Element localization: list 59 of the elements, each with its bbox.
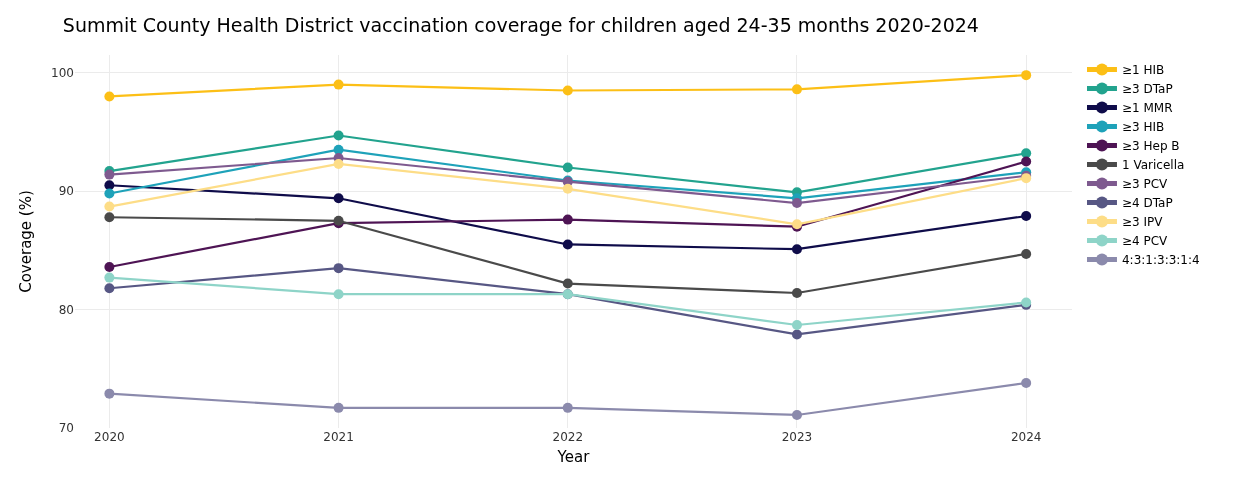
x-axis-title: Year [556, 448, 591, 466]
x-tick-label: 2024 [1010, 430, 1042, 444]
point [1021, 70, 1032, 81]
point [791, 198, 802, 209]
y-tick-label: 100 [51, 65, 74, 80]
point [1021, 156, 1032, 167]
point [562, 162, 573, 173]
point [104, 188, 115, 199]
point [562, 239, 573, 250]
legend-label: ≥3 Hep B [1121, 139, 1180, 154]
point [333, 289, 344, 300]
point [1021, 248, 1032, 259]
point [1021, 378, 1032, 388]
point [104, 283, 115, 294]
point [104, 212, 115, 223]
x-tick-label: 2020 [94, 430, 125, 444]
point [104, 180, 115, 191]
point [333, 79, 344, 90]
point [562, 214, 573, 225]
legend-label: ≥4 DTaP [1121, 196, 1173, 211]
legend-label: ≥3 HIB [1121, 120, 1165, 135]
y-tick-label: 70 [58, 421, 74, 436]
point [104, 201, 115, 212]
legend-label: 4:3:1:3:3:1:4 [1121, 253, 1200, 268]
point [104, 261, 115, 272]
point [104, 272, 115, 283]
point [333, 130, 344, 141]
point [333, 402, 344, 413]
chart-title: Summit County Health District vaccination coverage for children aged 24-35 months 2020-2024 [62, 14, 979, 37]
point [562, 183, 573, 194]
y-tick-label: 90 [58, 184, 74, 199]
legend-label: ≥1 HIB [1121, 63, 1165, 78]
legend-label: 1 Varicella [1121, 158, 1185, 173]
x-tick-label: 2023 [781, 430, 813, 444]
point [333, 193, 344, 204]
point [791, 288, 802, 299]
point [104, 91, 115, 102]
point [333, 158, 344, 169]
legend-label: ≥4 PCV [1121, 234, 1169, 249]
point [1021, 211, 1032, 222]
point [104, 388, 115, 399]
point [562, 278, 573, 289]
legend-label: ≥3 IPV [1121, 215, 1164, 230]
y-axis-title: Coverage (%) [17, 190, 36, 293]
point [333, 263, 344, 274]
legend-label: ≥3 DTaP [1121, 82, 1173, 97]
y-tick-label: 80 [58, 302, 74, 317]
point [1021, 148, 1032, 159]
point [791, 319, 802, 330]
x-tick-label: 2022 [552, 430, 584, 444]
point [562, 402, 573, 413]
point [791, 409, 802, 420]
point [791, 84, 802, 95]
point [791, 329, 802, 340]
legend-label: ≥1 MMR [1121, 101, 1173, 116]
x-tick-label: 2021 [323, 430, 354, 444]
point [562, 85, 573, 96]
point [791, 244, 802, 255]
legend-label: ≥3 PCV [1121, 177, 1169, 192]
